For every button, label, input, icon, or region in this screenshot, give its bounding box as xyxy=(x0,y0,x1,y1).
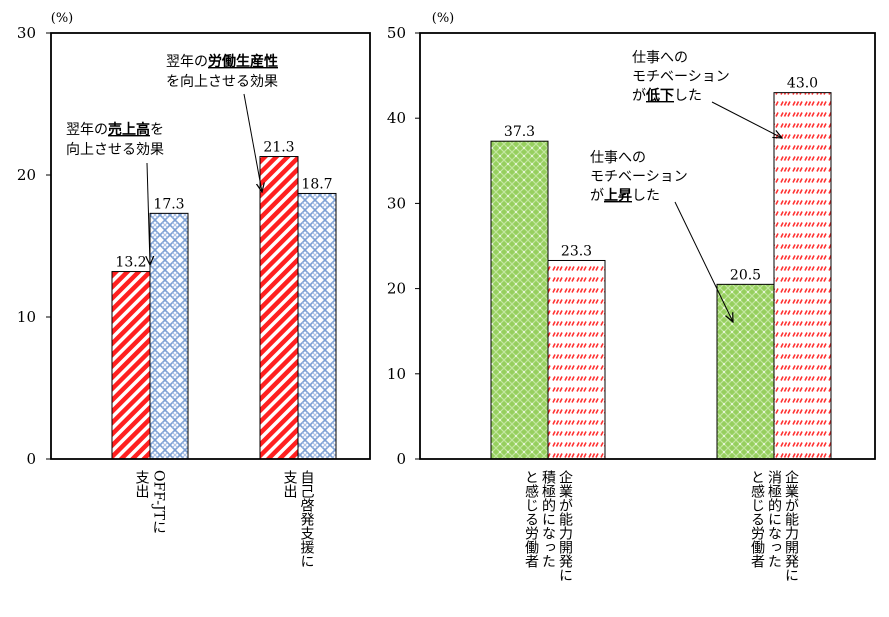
category-label: 消極的になった xyxy=(766,470,782,568)
right-chart: (%)0102030405037.323.3企業が能力開発に積極的になったと感じ… xyxy=(387,11,876,582)
y-unit-label: (%) xyxy=(51,11,74,26)
annotation-arrow xyxy=(674,201,733,322)
category-label: 支出 xyxy=(282,470,298,498)
category-label: 支出 xyxy=(134,470,150,498)
annotation-text: モチベーション xyxy=(632,69,730,85)
bar-value-label: 18.7 xyxy=(301,176,332,192)
annotation-text: モチベーション xyxy=(590,169,688,185)
y-tick-label: 40 xyxy=(387,109,406,127)
category-label: 企業が能力開発に xyxy=(557,469,573,582)
bar-value-label: 21.3 xyxy=(263,140,294,156)
annotation-text: が低下した xyxy=(632,87,702,104)
category-label: 企業が能力開発に xyxy=(783,469,799,582)
annotation-arrow xyxy=(711,101,782,138)
plot-frame xyxy=(50,32,371,460)
annotation-text: を向上させる効果 xyxy=(166,74,278,90)
annotation-text: 翌年の労働生産性 xyxy=(166,53,278,70)
category-label: と感じる労働者 xyxy=(523,470,539,568)
bar-series2-2 xyxy=(773,92,832,460)
y-tick-label: 10 xyxy=(17,308,36,326)
annotation-text: 仕事への xyxy=(632,50,688,66)
annotation-arrow xyxy=(147,162,150,265)
bar-series1-1 xyxy=(490,140,549,460)
y-tick-label: 10 xyxy=(387,365,406,383)
annotation-arrow xyxy=(243,93,262,192)
y-unit-label: (%) xyxy=(432,11,455,26)
y-tick-label: 0 xyxy=(396,450,406,468)
y-tick-label: 30 xyxy=(387,194,406,212)
bar-series1-1 xyxy=(111,271,151,460)
category-label: 積極的になった xyxy=(540,470,556,568)
y-tick-label: 0 xyxy=(26,450,36,468)
bar-value-label: 37.3 xyxy=(504,124,535,140)
bar-value-label: 23.3 xyxy=(561,243,592,259)
bar-series2-1 xyxy=(149,212,189,460)
annotation-text: 仕事への xyxy=(590,150,646,166)
category-label: OFF-JTに xyxy=(151,470,167,534)
annotation-text: 向上させる効果 xyxy=(66,142,164,158)
plot-frame xyxy=(419,32,876,460)
annotation-text: 翌年の売上高を xyxy=(66,121,164,138)
bar-value-label: 13.2 xyxy=(115,255,146,271)
y-tick-label: 50 xyxy=(387,24,406,42)
bar-value-label: 43.0 xyxy=(787,76,818,92)
bar-value-label: 17.3 xyxy=(153,196,184,212)
bar-series2-2 xyxy=(297,192,337,460)
category-label: と感じる労働者 xyxy=(749,470,765,568)
bar-series1-2 xyxy=(259,156,299,460)
bar-series2-1 xyxy=(547,259,606,460)
bar-series1-2 xyxy=(716,283,775,460)
bar-value-label: 20.5 xyxy=(730,267,761,283)
y-tick-label: 20 xyxy=(17,166,36,184)
annotation-text: が上昇した xyxy=(590,188,660,204)
y-tick-label: 30 xyxy=(17,24,36,42)
category-label: 自己啓発支援に xyxy=(299,470,315,568)
left-chart: (%)010203013.217.3OFF-JTに支出21.318.7自己啓発支… xyxy=(17,11,371,568)
y-tick-label: 20 xyxy=(387,280,406,298)
